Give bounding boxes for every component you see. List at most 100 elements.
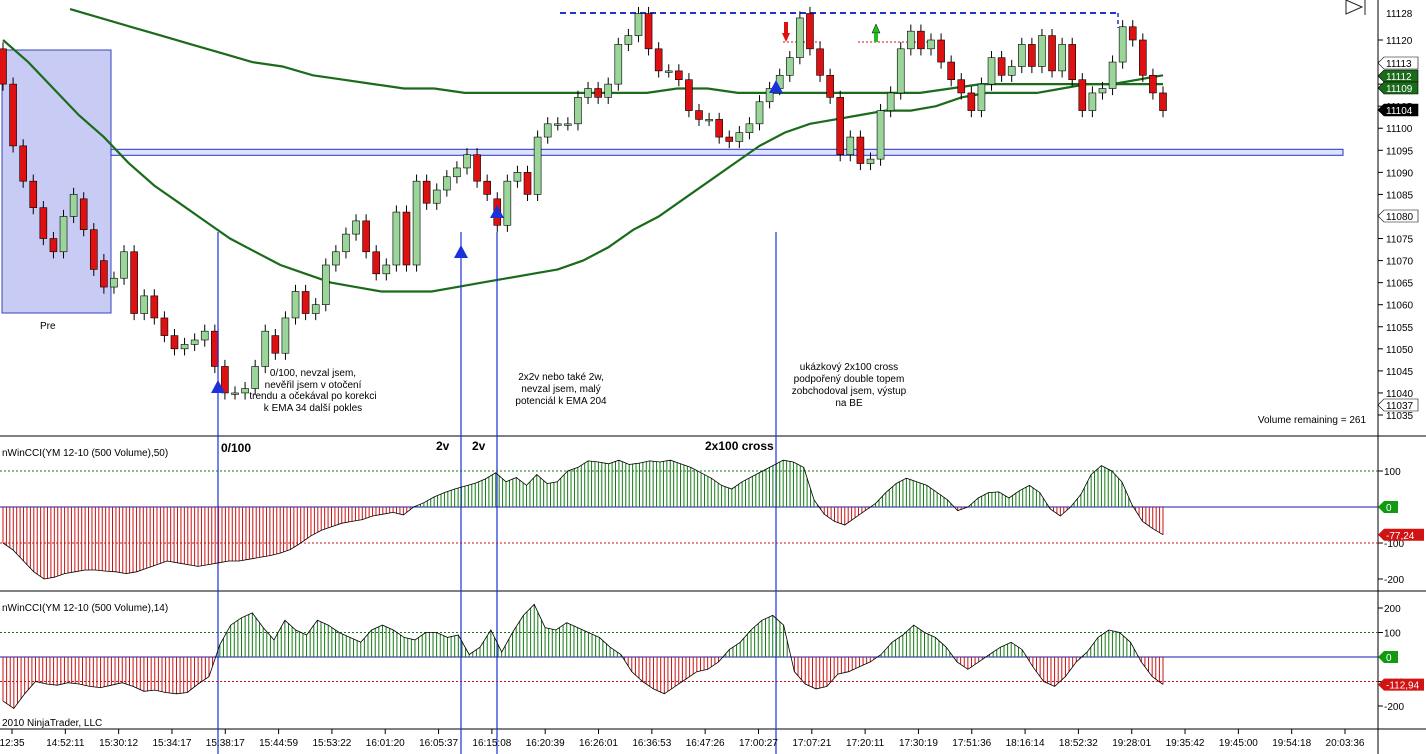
copyright-footer: 2010 NinjaTrader, LLC — [2, 718, 102, 729]
price-label-5: 11037 — [1386, 401, 1414, 412]
cci14-tick-label-3: -200 — [1384, 702, 1404, 713]
candle-103 — [1038, 35, 1046, 67]
price-tick-label-14: 11050 — [1386, 345, 1414, 356]
candle-28 — [281, 317, 290, 354]
cci14-tick-label-0: 200 — [1384, 604, 1401, 615]
x-tick-label-25: 20:03:36 — [1326, 738, 1365, 749]
arrow-layer — [211, 22, 881, 393]
price-tick-label-0: 11120 — [1386, 36, 1413, 47]
annotation-line-11: na BE — [835, 398, 863, 409]
candle-17 — [170, 335, 179, 350]
candle-2 — [19, 145, 27, 182]
price-tick-label-13: 11055 — [1386, 323, 1414, 334]
candle-19 — [190, 339, 199, 345]
price-label-0: 11113 — [1386, 59, 1412, 70]
price-tick-label-6: 11090 — [1386, 168, 1414, 179]
candle-115 — [1159, 92, 1167, 111]
price-label-4: 11080 — [1386, 212, 1414, 223]
candle-69 — [695, 110, 703, 120]
candle-37 — [372, 251, 381, 275]
candle-8 — [79, 198, 88, 231]
candle-39 — [392, 211, 401, 266]
annotation-line-10: zobchodoval jsem, výstup — [792, 386, 907, 397]
marker-label-2v-b: 2v — [472, 439, 486, 453]
candle-72 — [725, 136, 734, 142]
x-tick-label-12: 16:36:53 — [632, 738, 671, 749]
price-tick-label-11: 11065 — [1386, 279, 1414, 290]
annotation-line-6: nevzal jsem, malý — [521, 384, 600, 395]
signal-arrow-2 — [490, 205, 504, 218]
price-label-2: 11109 — [1386, 84, 1413, 95]
candle-layer — [0, 6, 1167, 400]
price-tick-label-9: 11075 — [1386, 235, 1414, 246]
price-label-3: 11104 — [1386, 106, 1413, 117]
price-label-1: 11112 — [1386, 72, 1412, 83]
price-label-box-0 — [1377, 56, 1419, 70]
candle-64 — [644, 13, 653, 50]
candle-108 — [1088, 92, 1097, 111]
candle-13 — [130, 251, 138, 314]
marker-label-0-100: 0/100 — [221, 441, 251, 455]
candle-84 — [846, 136, 855, 156]
signal-arrow-0 — [211, 380, 225, 393]
x-tick-label-19: 18:16:14 — [1006, 738, 1045, 749]
marker-label-2x100: 2x100 cross — [705, 439, 774, 453]
candle-93 — [937, 39, 945, 63]
candle-65 — [654, 48, 663, 72]
candle-6 — [59, 216, 68, 253]
candle-32 — [321, 264, 330, 306]
zone-layer — [1, 49, 112, 314]
price-tick-label-17: 11035 — [1386, 411, 1414, 422]
cci50-value-tag-box-1 — [1378, 528, 1424, 541]
chart-scroll-end-icon[interactable] — [1345, 0, 1366, 15]
candle-11 — [110, 277, 118, 288]
pre-market-zone — [1, 49, 112, 314]
annotation-line-9: podpořený double topem — [794, 374, 905, 385]
x-tick-label-18: 17:51:36 — [952, 738, 991, 749]
x-tick-label-21: 19:28:01 — [1112, 738, 1151, 749]
candle-113 — [1139, 39, 1147, 76]
candle-109 — [1098, 88, 1107, 94]
candle-97 — [977, 83, 986, 111]
x-tick-label-11: 16:26:01 — [579, 738, 618, 749]
price-tick-label-15: 11045 — [1386, 367, 1414, 378]
cci50-tick-label-1: -100 — [1384, 539, 1404, 550]
candle-106 — [1068, 44, 1077, 81]
price-label-box-5 — [1377, 398, 1419, 412]
annotation-line-3: trendu a očekával po korekci — [249, 391, 376, 402]
candle-5 — [49, 238, 58, 253]
plot-background — [0, 0, 1378, 754]
x-tick-label-4: 15:38:17 — [206, 738, 245, 749]
candle-96 — [967, 92, 976, 111]
candle-47 — [473, 154, 481, 182]
x-tick-label-14: 17:00:27 — [739, 738, 778, 749]
signal-arrow-3 — [769, 80, 783, 93]
candle-95 — [957, 79, 966, 94]
candle-66 — [664, 70, 673, 73]
candle-82 — [826, 74, 834, 98]
candle-81 — [816, 48, 824, 76]
cci14-tick-label-1: 100 — [1384, 629, 1401, 640]
candle-63 — [634, 13, 643, 36]
candle-14 — [140, 295, 149, 314]
candle-30 — [301, 291, 310, 314]
candle-73 — [735, 132, 744, 142]
x-tick-label-22: 19:35:42 — [1166, 738, 1205, 749]
candle-33 — [332, 251, 340, 266]
candle-110 — [1108, 61, 1117, 89]
x-tick-label-10: 16:20:39 — [526, 738, 565, 749]
candle-57 — [574, 97, 582, 125]
x-tick-label-13: 16:47:26 — [686, 738, 725, 749]
cci50-tick-label-0: 100 — [1384, 467, 1401, 478]
cci50-line — [2, 459, 1164, 580]
candle-61 — [614, 44, 623, 85]
x-tick-label-0: 12:35 — [0, 738, 25, 749]
candle-16 — [160, 317, 169, 336]
candle-67 — [675, 70, 683, 81]
candle-79 — [796, 17, 804, 58]
candle-50 — [503, 180, 512, 226]
x-tick-label-17: 17:30:19 — [899, 738, 938, 749]
candle-18 — [180, 344, 189, 350]
cci14-value-tag-box-1 — [1378, 678, 1424, 691]
candle-52 — [523, 172, 532, 195]
